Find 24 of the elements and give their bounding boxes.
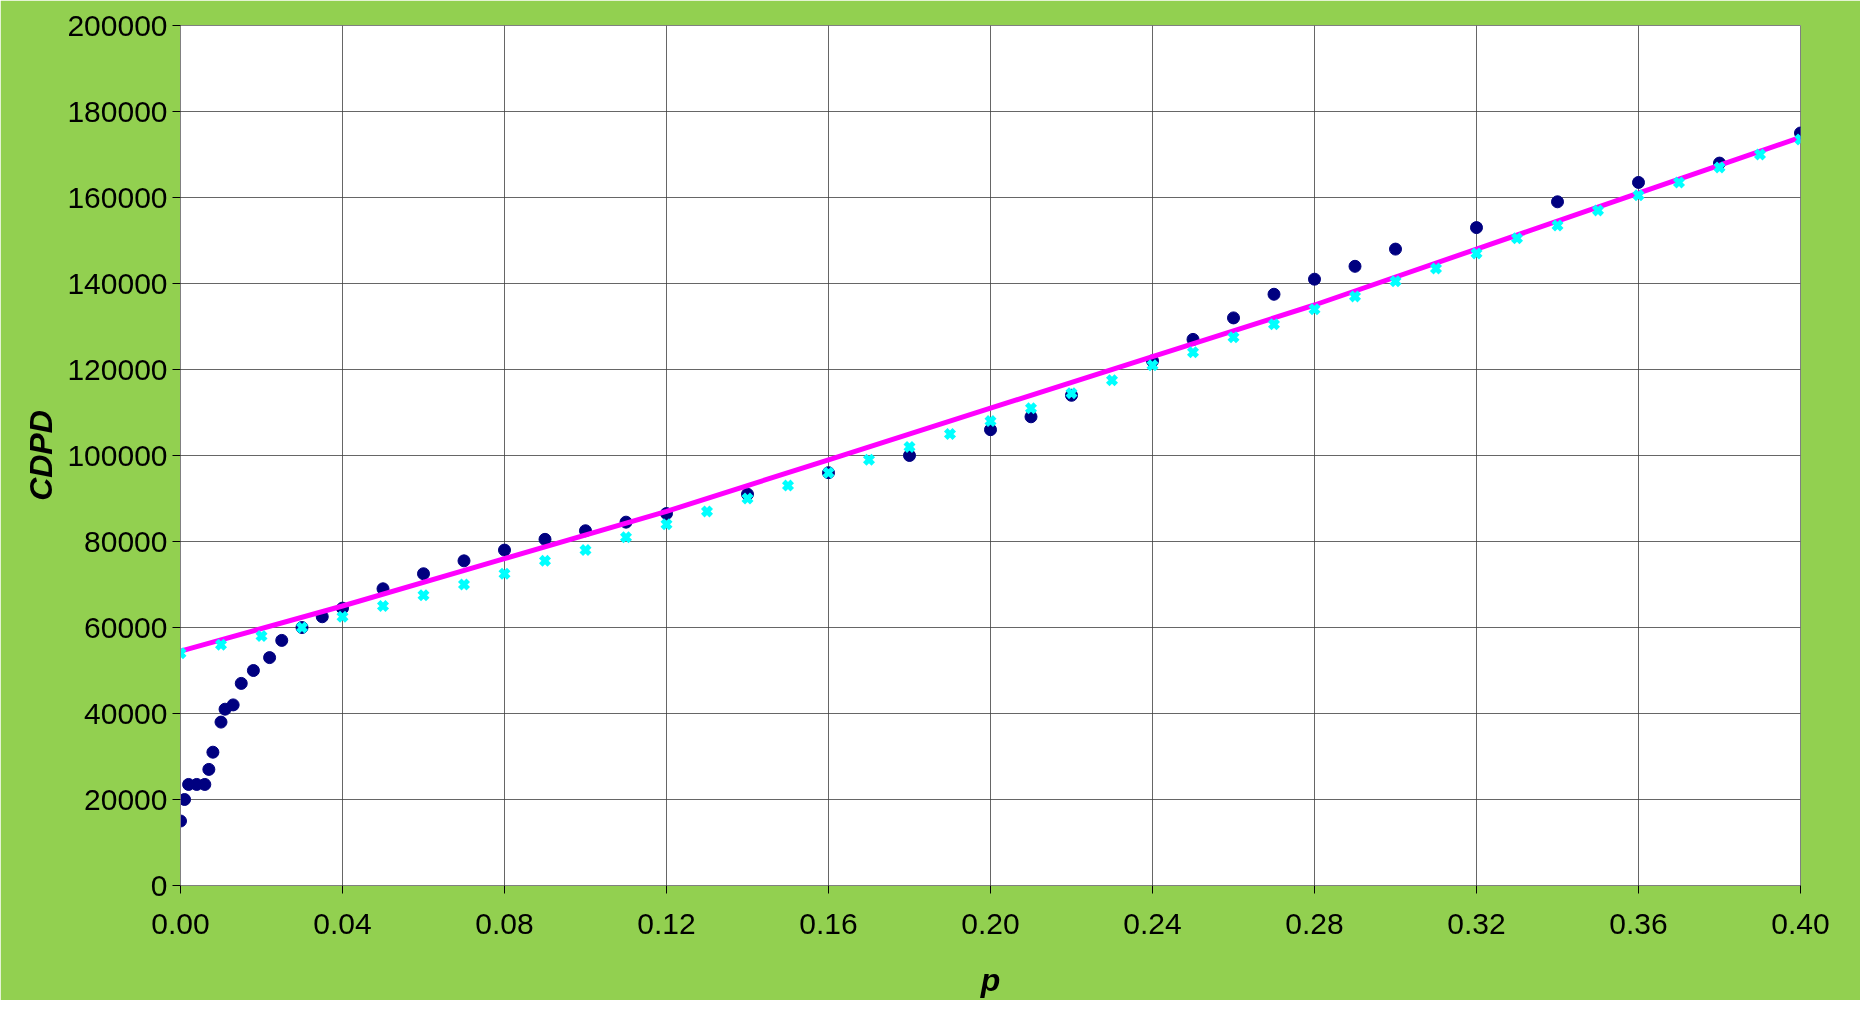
y-tick-label: 20000 [84,782,168,816]
y-tick-label: 200000 [67,8,168,42]
y-tick-label: 120000 [67,352,168,386]
x-tick-label: 0.12 [637,906,696,940]
y-tick-label: 80000 [84,524,168,558]
y-tick-label: 160000 [67,180,168,214]
x-tick-label: 0.04 [313,906,372,940]
x-tick-label: 0.00 [151,906,210,940]
x-axis-title: p [979,961,1001,998]
x-tick-label: 0.32 [1447,906,1506,940]
x-tick-label: 0.40 [1771,906,1830,940]
y-tick-label: 60000 [84,610,168,644]
y-tick-label: 100000 [67,438,168,472]
y-tick-label: 180000 [67,94,168,128]
x-tick-label: 0.36 [1609,906,1668,940]
x-tick-label: 0.08 [475,906,534,940]
x-tick-label: 0.24 [1123,906,1182,940]
x-tick-label: 0.20 [961,906,1020,940]
x-tick-label: 0.16 [799,906,858,940]
y-tick-label: 140000 [67,266,168,300]
x-tick-label: 0.28 [1285,906,1344,940]
y-tick-label: 40000 [84,696,168,730]
y-axis-title: CDPD [23,410,60,501]
y-tick-label: 0 [150,868,168,902]
